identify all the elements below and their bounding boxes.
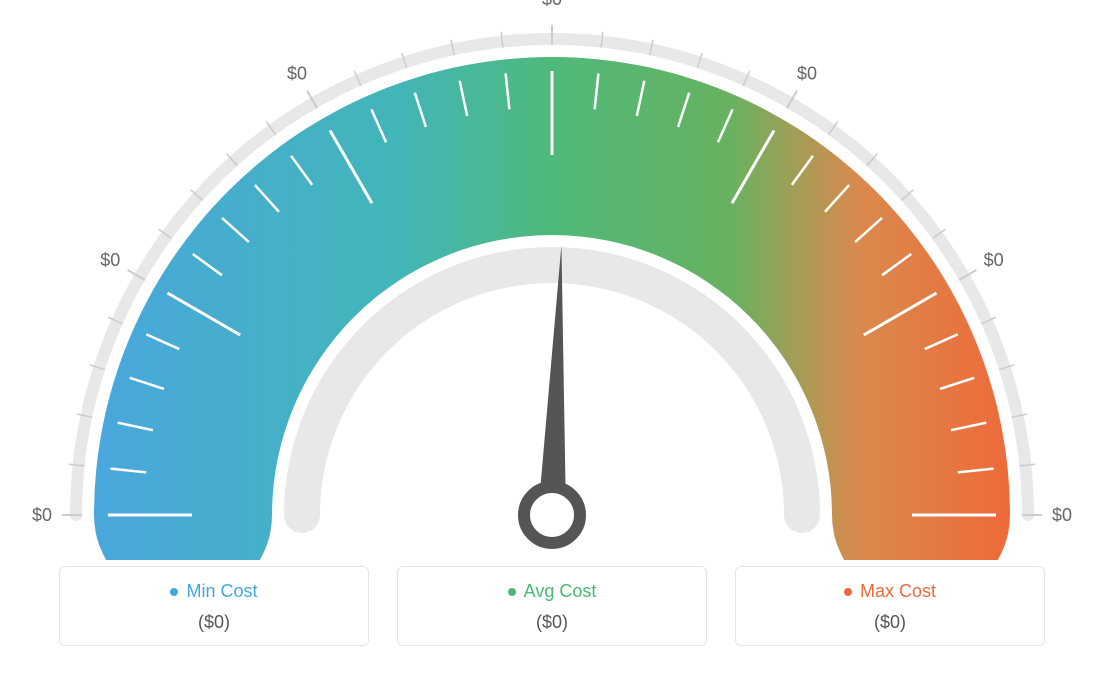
legend-row: Min Cost ($0) Avg Cost ($0) Max Cost ($0… <box>0 566 1104 646</box>
gauge-tick-label: $0 <box>984 250 1004 270</box>
legend-title-min: Min Cost <box>170 581 257 602</box>
gauge-tick-label: $0 <box>542 0 562 9</box>
gauge-needle-hub <box>524 487 580 543</box>
legend-title-max: Max Cost <box>844 581 936 602</box>
gauge-tick-label: $0 <box>32 505 52 525</box>
legend-value-avg: ($0) <box>398 612 706 633</box>
legend-card-avg: Avg Cost ($0) <box>397 566 707 646</box>
gauge-tick-label: $0 <box>100 250 120 270</box>
legend-card-min: Min Cost ($0) <box>59 566 369 646</box>
legend-label-min: Min Cost <box>186 581 257 602</box>
legend-dot-avg <box>508 588 516 596</box>
gauge-tick-label: $0 <box>287 63 307 83</box>
legend-value-min: ($0) <box>60 612 368 633</box>
legend-dot-max <box>844 588 852 596</box>
legend-value-max: ($0) <box>736 612 1044 633</box>
gauge-tick-label: $0 <box>1052 505 1072 525</box>
gauge-chart: $0 $0 $0 $0 $0 $0 $0 <box>0 0 1104 560</box>
legend-dot-min <box>170 588 178 596</box>
gauge-svg: $0 $0 $0 $0 $0 $0 $0 <box>0 0 1104 560</box>
legend-label-max: Max Cost <box>860 581 936 602</box>
gauge-tick-label: $0 <box>797 63 817 83</box>
legend-card-max: Max Cost ($0) <box>735 566 1045 646</box>
legend-label-avg: Avg Cost <box>524 581 597 602</box>
gauge-needle <box>538 245 566 515</box>
legend-title-avg: Avg Cost <box>508 581 597 602</box>
